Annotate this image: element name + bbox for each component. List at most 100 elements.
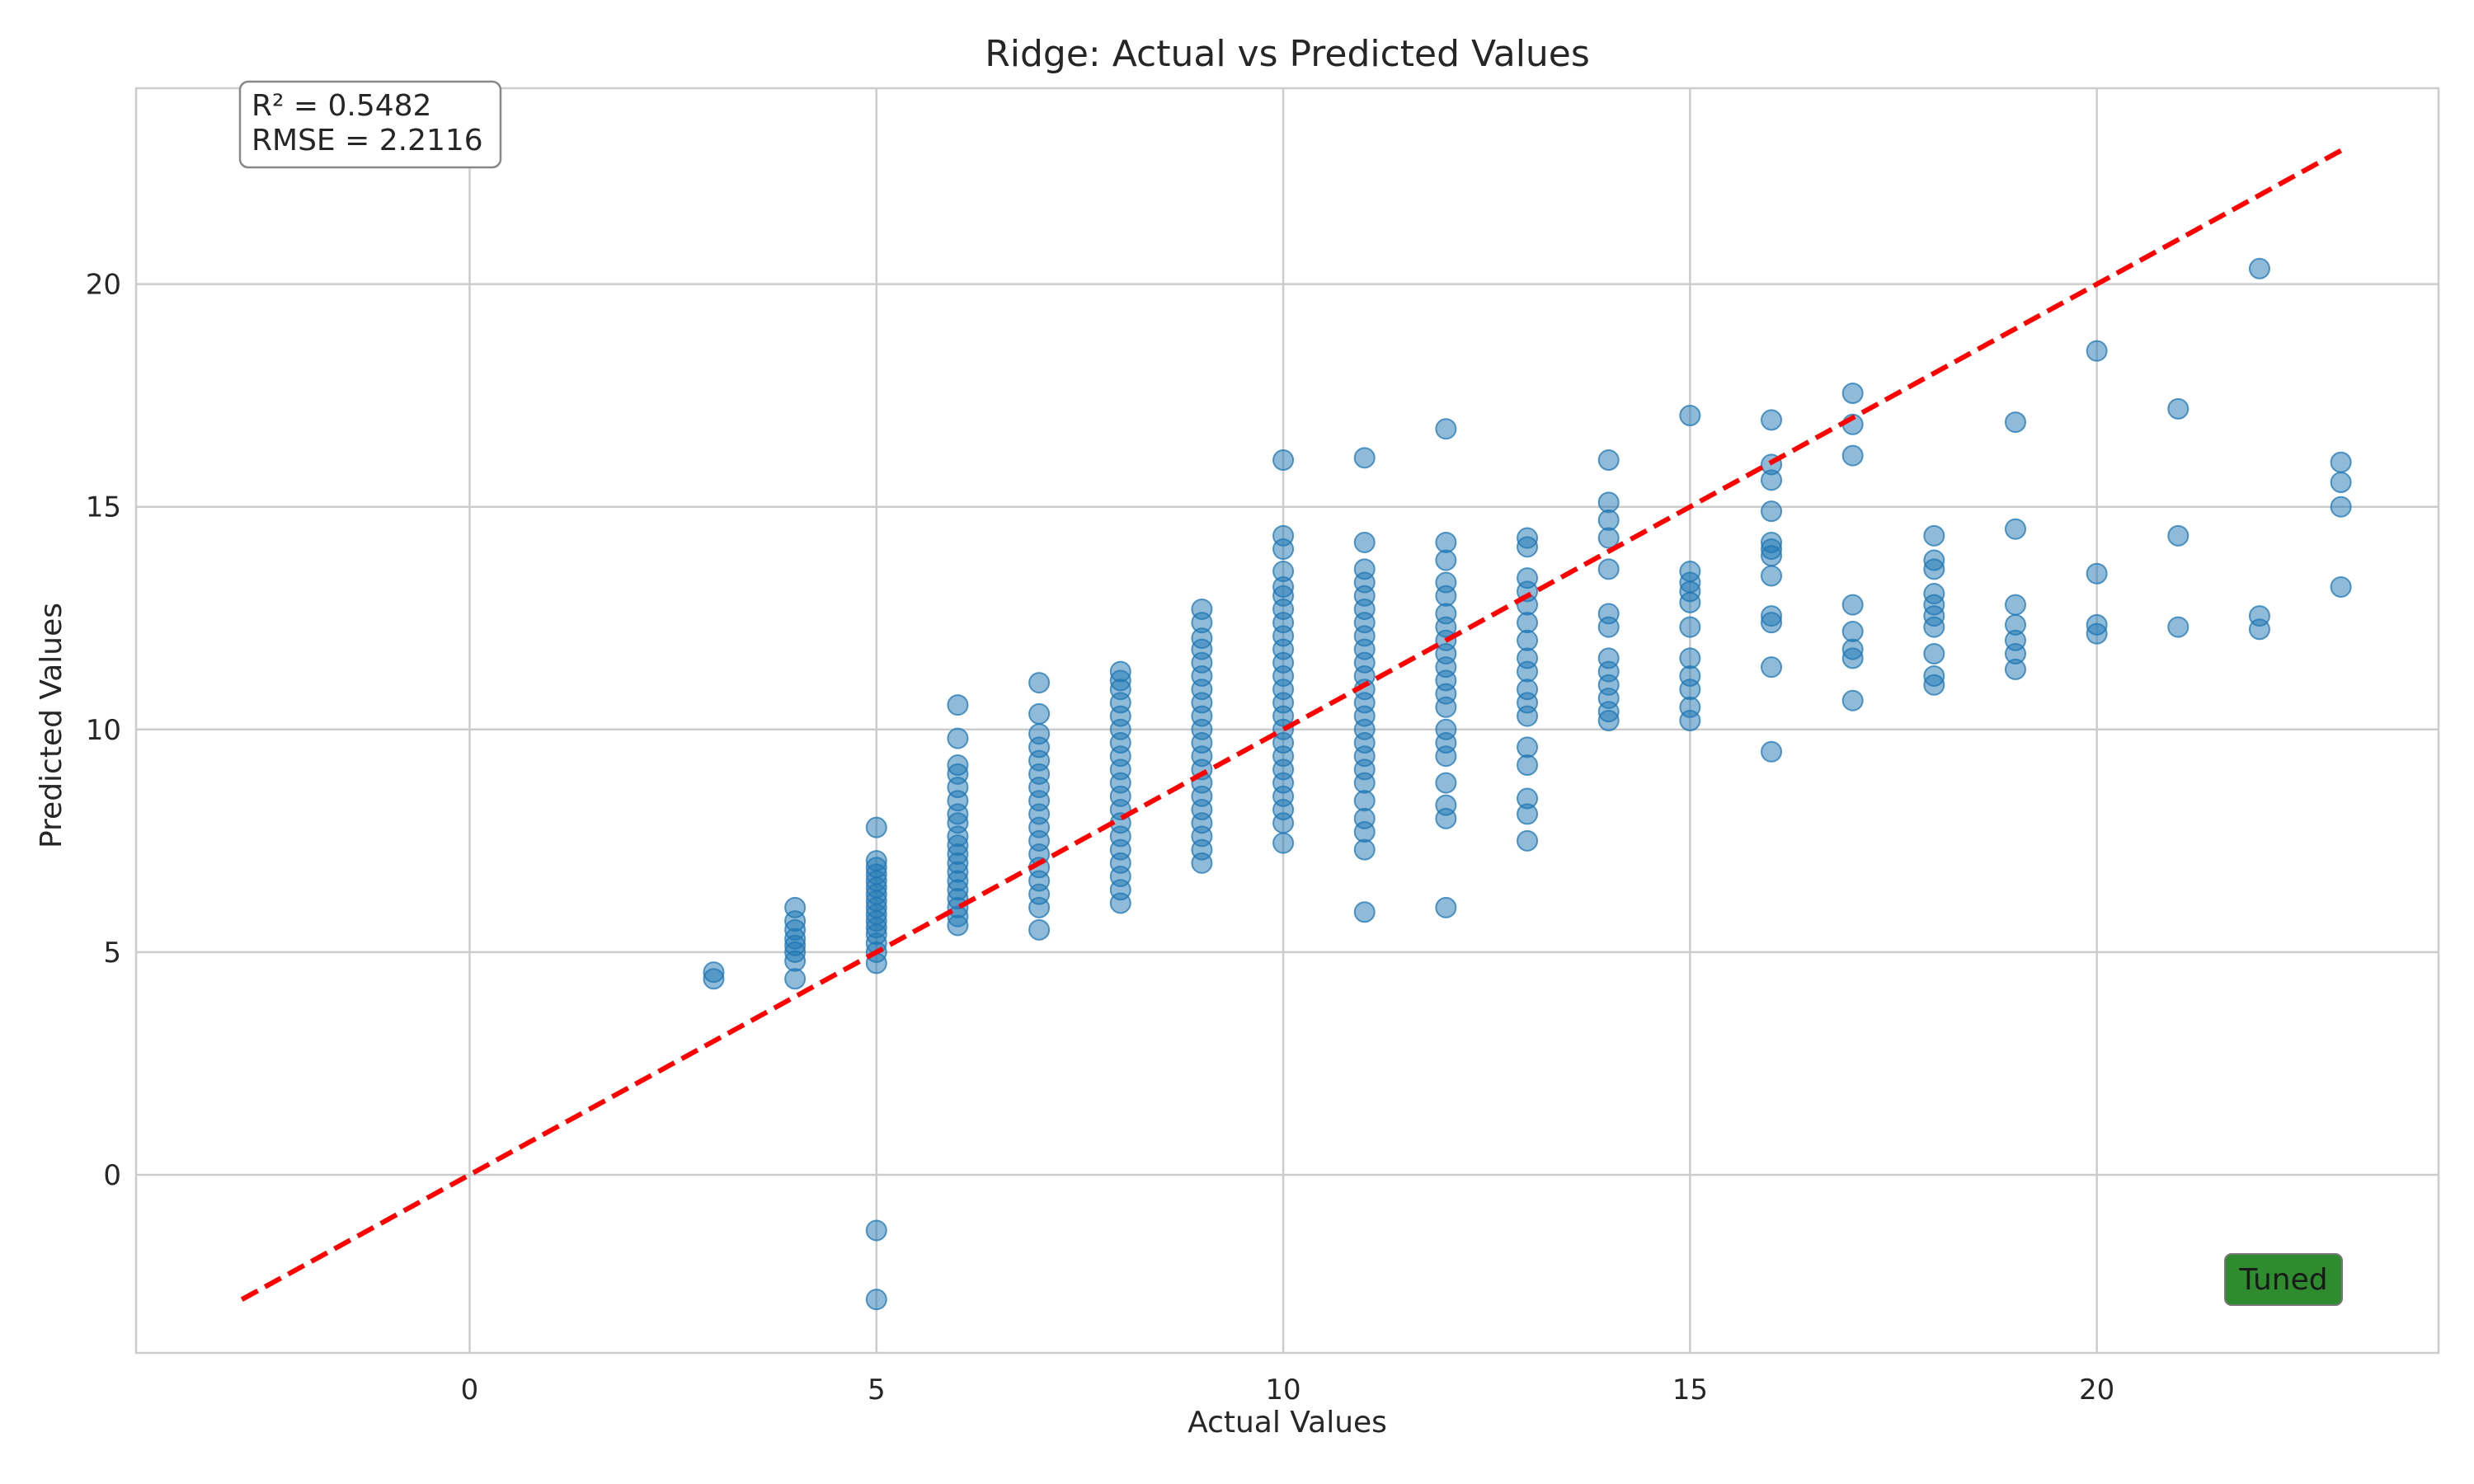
data-point (2086, 613, 2108, 636)
data-point (1353, 838, 1376, 861)
data-point (2167, 524, 2189, 547)
plot-frame (134, 87, 2440, 1355)
rmse-text: RMSE = 2.2116 (252, 124, 483, 157)
tuned-badge: Tuned (2224, 1253, 2343, 1306)
data-point (1109, 660, 1131, 683)
data-point (1435, 896, 1457, 918)
data-point (1841, 382, 1864, 404)
data-point (2004, 594, 2026, 616)
data-point (1353, 790, 1376, 812)
stats-box-frame (238, 80, 502, 169)
data-point (1679, 665, 1701, 687)
data-point (1517, 527, 1539, 549)
data-point (1517, 754, 1539, 777)
data-point (1517, 567, 1539, 589)
data-point (1028, 702, 1051, 725)
data-point (1597, 509, 1620, 531)
y-tick-label: 5 (103, 937, 121, 970)
data-point (1028, 723, 1051, 745)
tuned-badge-frame (2224, 1253, 2343, 1306)
data-point (1761, 740, 1783, 763)
data-point (1435, 571, 1457, 594)
y-tick-label: 0 (103, 1159, 121, 1192)
data-point (784, 896, 807, 918)
data-point (1517, 647, 1539, 669)
reference-line (240, 148, 2343, 1302)
y-tick-label: 20 (86, 269, 121, 302)
data-point (2330, 451, 2352, 473)
data-point (2248, 605, 2270, 627)
data-point (1353, 901, 1376, 923)
y-axis-label: Predicted Values (35, 603, 68, 848)
data-point (1028, 672, 1051, 694)
data-point (1272, 832, 1295, 854)
data-point (1597, 491, 1620, 514)
data-points (703, 257, 2352, 1311)
data-point (1761, 565, 1783, 587)
data-point (1679, 616, 1701, 638)
data-point (1923, 665, 1945, 687)
data-point (1841, 689, 1864, 711)
data-point (1841, 594, 1864, 616)
gridlines (136, 88, 2439, 1353)
data-point (1517, 629, 1539, 651)
data-point (1353, 558, 1376, 580)
data-point (2248, 257, 2270, 279)
x-tick-label: 20 (2079, 1374, 2114, 1407)
data-point (1517, 679, 1539, 701)
y-tick-label: 15 (86, 491, 121, 524)
data-point (1597, 558, 1620, 580)
data-point (947, 727, 969, 749)
y-axis-ticks: 0 5 10 15 20 (86, 269, 121, 1192)
data-point (1679, 405, 1701, 427)
data-point (865, 816, 887, 838)
data-point (1272, 449, 1295, 472)
data-point (1435, 549, 1457, 571)
data-point (2086, 562, 2108, 585)
data-point (1679, 696, 1701, 718)
data-point (1353, 447, 1376, 469)
data-point (2167, 616, 2189, 638)
data-point (1353, 531, 1376, 553)
x-tick-label: 5 (868, 1374, 886, 1407)
data-point (865, 1219, 887, 1242)
data-point (1272, 524, 1295, 547)
data-point (1761, 409, 1783, 431)
data-point (1761, 605, 1783, 627)
data-point (1761, 656, 1783, 679)
data-point (2086, 340, 2108, 362)
x-axis-ticks: 0 5 10 15 20 (461, 1374, 2115, 1407)
data-point (1517, 612, 1539, 634)
tuned-badge-text: Tuned (2238, 1263, 2327, 1297)
data-point (1679, 647, 1701, 669)
data-point (1517, 736, 1539, 758)
data-point (1028, 918, 1051, 941)
data-point (1841, 620, 1864, 642)
data-point (1679, 561, 1701, 583)
data-point (947, 754, 969, 777)
data-point (1517, 829, 1539, 852)
data-point (1597, 449, 1620, 472)
x-axis-label: Actual Values (1188, 1406, 1387, 1439)
data-point (1761, 500, 1783, 523)
data-point (1435, 531, 1457, 553)
data-point (1923, 642, 1945, 665)
data-point (1761, 531, 1783, 553)
data-point (1923, 549, 1945, 571)
data-point (2004, 518, 2026, 540)
data-point (1923, 524, 1945, 547)
y-tick-label: 10 (86, 714, 121, 747)
data-point (865, 1289, 887, 1311)
data-point (1435, 794, 1457, 816)
x-tick-label: 15 (1672, 1374, 1708, 1407)
data-point (1435, 603, 1457, 625)
data-point (2004, 613, 2026, 636)
data-point (2167, 397, 2189, 420)
data-point (703, 961, 725, 984)
r2-text: R² = 0.5482 (252, 89, 431, 123)
data-point (1435, 772, 1457, 794)
data-point (1841, 638, 1864, 660)
data-point (947, 694, 969, 716)
